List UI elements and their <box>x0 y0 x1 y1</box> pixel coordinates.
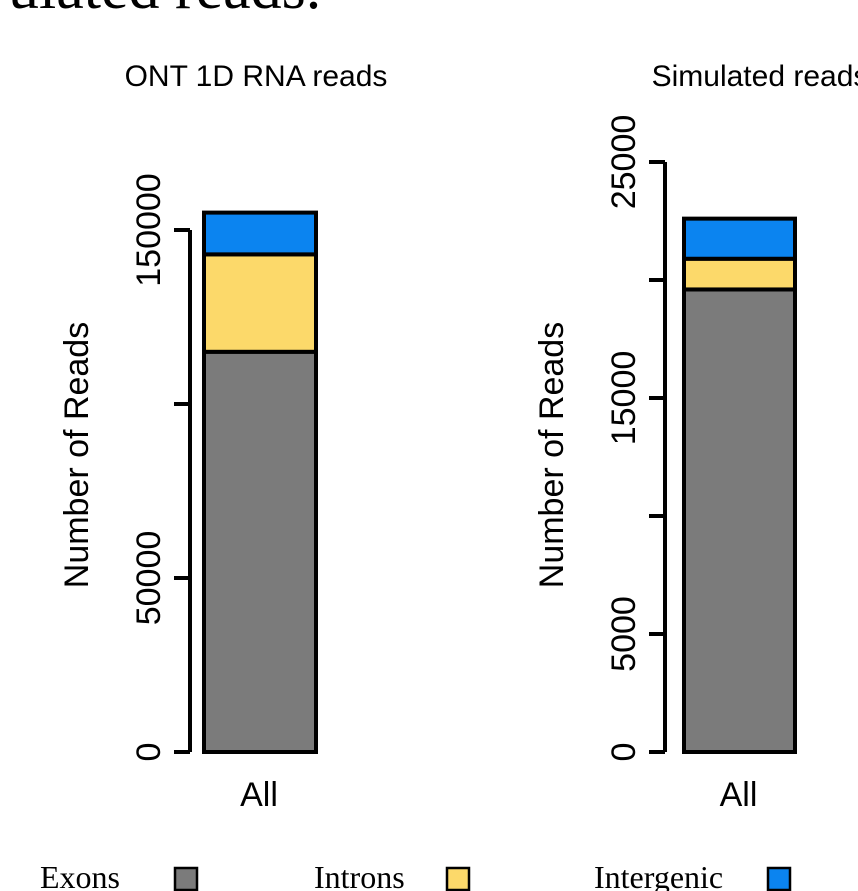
legend-swatch <box>173 866 199 891</box>
y-axis-label: Number of Reads <box>58 322 96 588</box>
legend-swatch <box>445 866 471 891</box>
y-tick-label: 0 <box>130 743 168 762</box>
legend: Exons Introns Intergenic <box>40 859 792 891</box>
legend-swatch <box>766 866 792 891</box>
bar-segment-intergenic <box>682 216 797 261</box>
header-fragment: ulated reads. <box>8 0 321 22</box>
bar-segment-exons <box>202 349 318 754</box>
bar-segment-introns <box>682 256 797 292</box>
chart-title: Simulated reads <box>652 60 858 93</box>
chart-simulated: Simulated reads 0 5000 15000 25000 Number of … <box>533 60 858 814</box>
legend-label: Introns <box>314 859 405 891</box>
x-category-label: All <box>720 776 758 814</box>
y-tick-label: 5000 <box>605 596 643 672</box>
bar-segment-exons <box>682 287 797 754</box>
legend-label: Exons <box>40 859 120 891</box>
chart-ont: ONT 1D RNA reads 0 50000 150000 Number of Re… <box>58 60 387 814</box>
y-tick-label: 50000 <box>130 531 168 626</box>
y-axis-label: Number of Reads <box>533 322 571 588</box>
bar-segment-intergenic <box>202 210 318 257</box>
y-tick-label: 0 <box>605 743 643 762</box>
bar-segment-introns <box>202 252 318 354</box>
y-tick-label: 150000 <box>130 173 168 286</box>
chart-title: ONT 1D RNA reads <box>125 60 388 93</box>
x-category-label: All <box>240 776 278 814</box>
y-tick-label: 25000 <box>605 115 643 210</box>
legend-label: Intergenic <box>594 859 723 891</box>
y-tick-label: 15000 <box>605 351 643 446</box>
